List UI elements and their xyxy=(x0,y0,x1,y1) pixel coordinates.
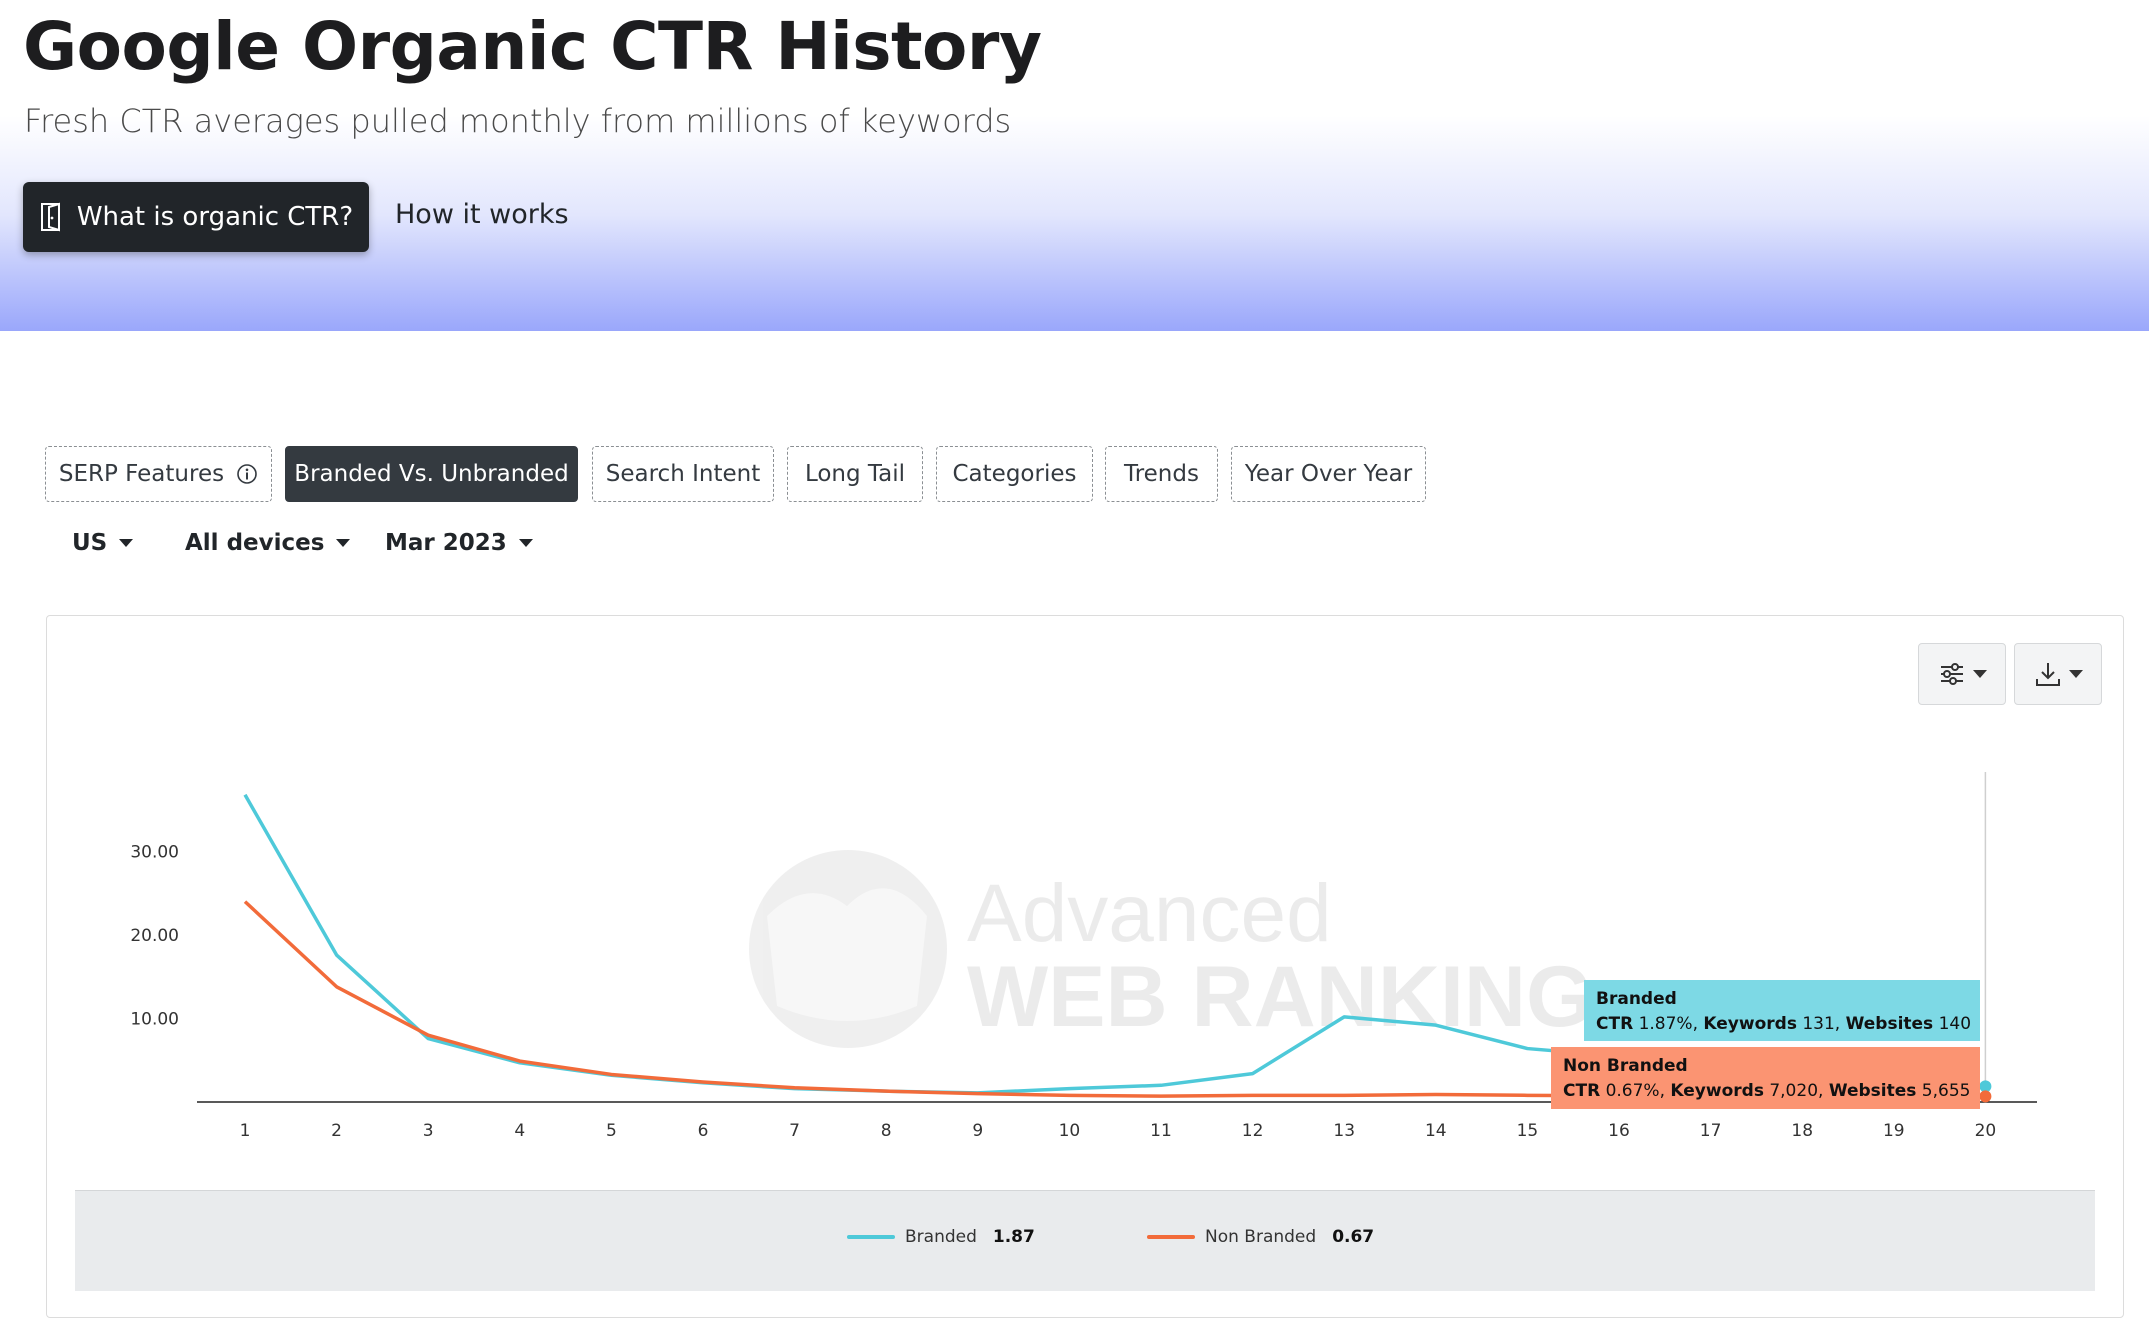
legend-value-branded: 1.87 xyxy=(992,1227,1035,1247)
tooltip-non-branded-box xyxy=(1551,1047,1980,1109)
caret-down-icon xyxy=(518,539,533,547)
x-tick-label: 2 xyxy=(331,1121,342,1141)
watermark-line1: Advanced xyxy=(967,868,1332,959)
x-tick-label: 10 xyxy=(1059,1121,1081,1141)
info-icon xyxy=(237,464,257,484)
door-icon xyxy=(40,202,60,232)
tab-year-over-year[interactable]: Year Over Year xyxy=(1231,446,1426,502)
caret-down-icon xyxy=(119,539,134,547)
x-tick-label: 12 xyxy=(1242,1121,1264,1141)
x-tick-label: 4 xyxy=(514,1121,525,1141)
legend-label-branded: Branded xyxy=(905,1227,977,1247)
legend-item-branded[interactable]: Branded 1.87 xyxy=(847,1227,1035,1247)
tab-serp-features[interactable]: SERP Features xyxy=(45,446,272,502)
chart-settings-button[interactable] xyxy=(1918,643,2006,705)
y-tick-label: 30.00 xyxy=(130,843,179,863)
tooltip-non-branded: Non Branded CTR 0.67%, Keywords 7,020, We… xyxy=(1551,1047,1980,1109)
x-tick-label: 18 xyxy=(1791,1121,1813,1141)
date-dropdown[interactable]: Mar 2023 xyxy=(385,530,533,556)
x-tick-label: 14 xyxy=(1425,1121,1447,1141)
legend-swatch-non-branded xyxy=(1147,1235,1195,1239)
x-tick-label: 7 xyxy=(789,1121,800,1141)
sliders-icon xyxy=(1941,663,1963,685)
y-tick-label: 20.00 xyxy=(130,926,179,946)
x-tick-label: 3 xyxy=(423,1121,434,1141)
watermark-logo: Advanced WEB RANKING xyxy=(749,850,1593,1048)
tooltip-branded: Branded CTR 1.87%, Keywords 131, Websites… xyxy=(1584,980,1980,1041)
tooltip-branded-title: Branded xyxy=(1596,989,1677,1009)
chart-legend: Branded 1.87 Non Branded 0.67 xyxy=(75,1190,2095,1291)
what-is-ctr-label: What is organic CTR? xyxy=(76,202,354,232)
country-value: US xyxy=(72,530,108,556)
page-subtitle: Fresh CTR averages pulled monthly from m… xyxy=(24,102,1012,140)
tab-label: Categories xyxy=(952,461,1077,487)
legend-value-non-branded: 0.67 xyxy=(1332,1227,1375,1247)
x-tick-label: 9 xyxy=(972,1121,983,1141)
what-is-ctr-button[interactable]: What is organic CTR? xyxy=(23,182,369,252)
tab-search-intent[interactable]: Search Intent xyxy=(592,446,774,502)
tab-label: Branded Vs. Unbranded xyxy=(294,461,569,487)
device-dropdown[interactable]: All devices xyxy=(185,530,351,556)
tooltip-non-branded-details: CTR 0.67%, Keywords 7,020, Websites 5,65… xyxy=(1563,1081,1970,1101)
legend-swatch-branded xyxy=(847,1235,895,1239)
y-tick-label: 10.00 xyxy=(130,1010,179,1030)
how-it-works-link[interactable]: How it works xyxy=(395,199,569,230)
legend-label-non-branded: Non Branded xyxy=(1205,1227,1317,1247)
x-tick-label: 16 xyxy=(1608,1121,1630,1141)
tab-trends[interactable]: Trends xyxy=(1105,446,1218,502)
caret-down-icon xyxy=(1973,670,1987,678)
data-point-marker[interactable] xyxy=(1979,1080,1992,1093)
tab-categories[interactable]: Categories xyxy=(936,446,1093,502)
x-tick-label: 13 xyxy=(1333,1121,1355,1141)
data-point-marker[interactable] xyxy=(1979,1090,1992,1103)
watermark-line2: WEB RANKING xyxy=(967,949,1593,1045)
device-value: All devices xyxy=(185,530,325,556)
x-tick-label: 19 xyxy=(1883,1121,1905,1141)
tab-branded-vs-unbranded[interactable]: Branded Vs. Unbranded xyxy=(285,446,578,502)
x-tick-label: 15 xyxy=(1517,1121,1539,1141)
x-tick-label: 1 xyxy=(240,1121,251,1141)
tooltip-non-branded-title: Non Branded xyxy=(1563,1056,1688,1076)
download-icon xyxy=(2036,663,2060,686)
hero-banner: Google Organic CTR History Fresh CTR ave… xyxy=(0,0,2149,331)
tooltip-branded-box xyxy=(1584,980,1980,1041)
tab-label: Year Over Year xyxy=(1244,461,1413,487)
x-tick-label: 5 xyxy=(606,1121,617,1141)
tab-label: Long Tail xyxy=(804,461,906,487)
tab-label: Trends xyxy=(1124,461,1199,487)
date-value: Mar 2023 xyxy=(385,530,507,556)
caret-down-icon xyxy=(2069,670,2083,678)
ctr-line-chart: Advanced WEB RANKING 1 2 3 4 5 6 7 8 9 10 11 12 13 14… xyxy=(130,772,2037,1141)
x-tick-label: 20 xyxy=(1975,1121,1997,1141)
tab-label: SERP Features xyxy=(58,461,225,487)
x-tick-label: 17 xyxy=(1700,1121,1722,1141)
x-tick-label: 6 xyxy=(698,1121,709,1141)
country-dropdown[interactable]: US xyxy=(72,530,134,556)
page-title: Google Organic CTR History xyxy=(23,8,1042,85)
legend-item-non-branded[interactable]: Non Branded 0.67 xyxy=(1147,1227,1374,1247)
chart-download-button[interactable] xyxy=(2014,643,2102,705)
tooltip-branded-details: CTR 1.87%, Keywords 131, Websites 140 xyxy=(1596,1014,1971,1034)
chart-card: Advanced WEB RANKING 1 2 3 4 5 6 7 8 9 10 11 12 13 14… xyxy=(46,615,2124,1318)
caret-down-icon xyxy=(336,539,351,547)
x-tick-label: 8 xyxy=(881,1121,892,1141)
tab-label: Search Intent xyxy=(605,461,761,487)
tab-long-tail[interactable]: Long Tail xyxy=(787,446,923,502)
x-tick-label: 11 xyxy=(1150,1121,1172,1141)
